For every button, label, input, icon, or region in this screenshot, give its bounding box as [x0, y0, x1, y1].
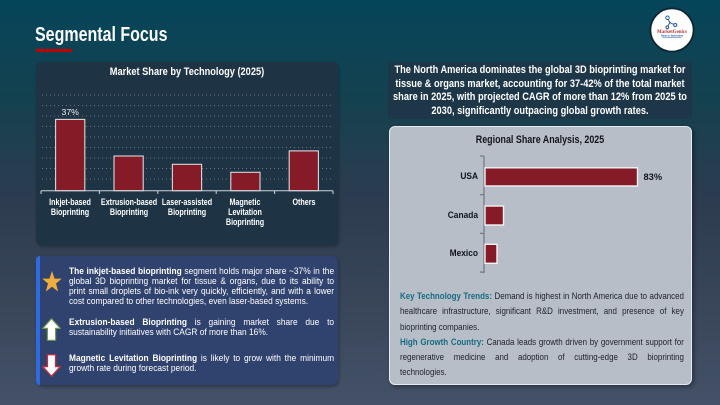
svg-text:Ideas to Innovation: Ideas to Innovation	[661, 35, 684, 38]
svg-text:MarketGenics: MarketGenics	[657, 30, 687, 35]
svg-text:37%: 37%	[62, 107, 80, 117]
svg-text:83%: 83%	[644, 172, 663, 182]
